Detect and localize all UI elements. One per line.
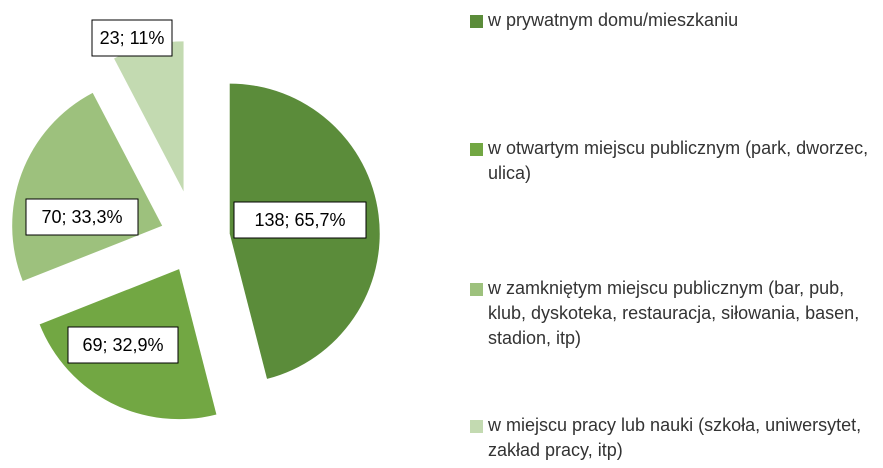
- legend-swatch: [470, 143, 483, 156]
- legend-label: w prywatnym domu/mieszkaniu: [488, 10, 739, 30]
- legend-swatch: [470, 283, 483, 296]
- legend-swatch: [470, 15, 483, 28]
- pie-slice: [12, 92, 163, 282]
- data-label: 23; 11%: [100, 28, 165, 48]
- legend-label: w otwartym miejscu publicznym (park, dwo…: [488, 138, 869, 183]
- data-label: 138; 65,7%: [254, 210, 345, 230]
- label-box: [25, 198, 139, 236]
- legend-label: w miejscu pracy lub nauki (szkoła, uniwe…: [488, 415, 862, 460]
- legend-entry: w prywatnym domu/mieszkaniu: [468, 8, 878, 33]
- label-box: [67, 326, 179, 364]
- legend-entry: w miejscu pracy lub nauki (szkoła, uniwe…: [468, 413, 878, 463]
- pie-slice: [114, 41, 184, 192]
- label-box: [91, 19, 173, 57]
- legend-swatch: [470, 420, 483, 433]
- label-box: [233, 201, 367, 239]
- data-label: 70; 33,3%: [41, 207, 122, 227]
- chart: 138; 65,7% 69; 32,9% 70; 33,3% 23; 11%: [12, 19, 380, 420]
- legend-entry: w otwartym miejscu publicznym (park, dwo…: [468, 136, 878, 186]
- data-label: 69; 32,9%: [82, 335, 163, 355]
- legend-entry: w zamkniętym miejscu publicznym (bar, pu…: [468, 276, 878, 351]
- legend-label: w zamkniętym miejscu publicznym (bar, pu…: [488, 278, 860, 348]
